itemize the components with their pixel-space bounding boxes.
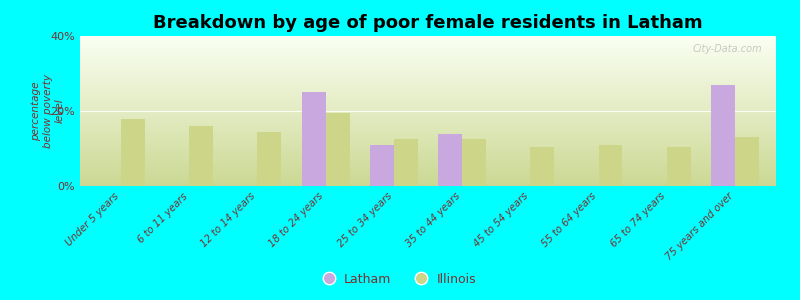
Text: City-Data.com: City-Data.com (693, 44, 762, 53)
Bar (258, 132, 282, 186)
Bar (530, 147, 554, 186)
Y-axis label: percentage
below poverty
level: percentage below poverty level (31, 74, 64, 148)
Bar (326, 113, 350, 186)
Bar (462, 139, 486, 186)
Bar (121, 118, 145, 186)
Bar (711, 85, 735, 186)
Legend: Latham, Illinois: Latham, Illinois (319, 268, 481, 291)
Bar (394, 139, 418, 186)
Bar (370, 145, 394, 186)
Bar (667, 147, 690, 186)
Bar (735, 137, 759, 186)
Title: Breakdown by age of poor female residents in Latham: Breakdown by age of poor female resident… (153, 14, 703, 32)
Bar (189, 126, 213, 186)
Bar (598, 145, 622, 186)
Bar (302, 92, 326, 186)
Bar (438, 134, 462, 186)
